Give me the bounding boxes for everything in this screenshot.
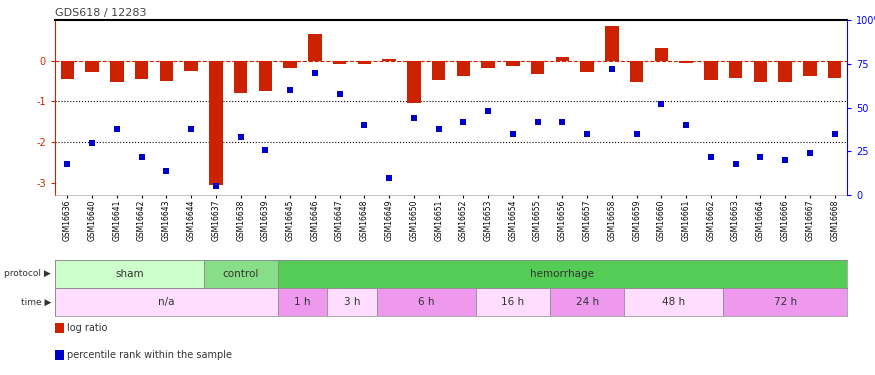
Point (630, 131, 644, 137)
Text: log ratio: log ratio (67, 323, 108, 333)
Text: n/a: n/a (158, 297, 175, 307)
Text: control: control (222, 269, 259, 279)
Bar (606, 26, 619, 61)
Point (110, 126, 124, 132)
Point (135, 153, 149, 159)
Bar (729, 61, 742, 78)
Bar (332, 61, 346, 64)
Bar (457, 61, 470, 76)
Text: time ▶: time ▶ (21, 297, 51, 306)
Bar (234, 61, 248, 93)
Point (530, 118, 544, 124)
Bar (377, 288, 476, 316)
Text: percentile rank within the sample: percentile rank within the sample (67, 350, 232, 360)
Bar (327, 288, 377, 316)
Bar (779, 61, 792, 82)
Bar (185, 61, 198, 71)
Bar (407, 61, 421, 104)
Point (159, 168, 173, 174)
Bar (753, 61, 767, 82)
Bar (358, 61, 371, 64)
Point (284, 87, 298, 93)
Bar (803, 61, 816, 76)
Bar (624, 288, 724, 316)
Bar (476, 288, 550, 316)
Point (704, 153, 717, 159)
Bar (704, 61, 717, 80)
Bar (284, 61, 297, 68)
Point (85, 140, 99, 146)
Bar (277, 288, 327, 316)
Bar (556, 57, 569, 61)
Bar (259, 61, 272, 91)
Bar (828, 61, 842, 78)
Point (753, 153, 767, 159)
Text: protocol ▶: protocol ▶ (4, 270, 51, 279)
Point (431, 126, 445, 132)
Bar (531, 61, 544, 74)
Bar (60, 61, 74, 79)
Point (308, 69, 322, 75)
Bar (630, 61, 643, 82)
Point (258, 147, 272, 153)
Point (828, 131, 842, 137)
Point (382, 174, 396, 180)
Point (679, 122, 693, 128)
Point (184, 126, 198, 132)
Bar (55, 260, 204, 288)
Point (729, 160, 743, 166)
Bar (86, 61, 99, 72)
Text: 48 h: 48 h (662, 297, 685, 307)
Bar (724, 288, 847, 316)
Bar (679, 61, 693, 63)
Text: 24 h: 24 h (576, 297, 598, 307)
Bar (506, 61, 520, 66)
Point (803, 150, 817, 156)
Point (654, 101, 668, 107)
Bar (159, 61, 173, 81)
Bar (654, 48, 668, 61)
Point (457, 118, 471, 124)
Bar (432, 61, 445, 80)
Point (209, 183, 223, 189)
Point (407, 115, 421, 121)
Point (778, 157, 792, 163)
Text: 72 h: 72 h (774, 297, 797, 307)
Point (60, 160, 74, 166)
Bar (481, 61, 495, 68)
Bar (580, 61, 594, 72)
Bar (382, 58, 396, 61)
Text: 3 h: 3 h (344, 297, 360, 307)
Text: 16 h: 16 h (501, 297, 524, 307)
Point (481, 108, 495, 114)
Point (357, 122, 371, 128)
Point (580, 131, 594, 137)
Bar (204, 260, 277, 288)
Text: GDS618 / 12283: GDS618 / 12283 (55, 8, 146, 18)
Bar (550, 288, 624, 316)
Point (506, 131, 520, 137)
Bar (135, 61, 149, 79)
Bar (110, 61, 123, 82)
Bar (308, 34, 322, 61)
Point (332, 90, 346, 96)
Text: 1 h: 1 h (294, 297, 311, 307)
Bar (209, 61, 222, 185)
Point (556, 118, 570, 124)
Point (605, 66, 619, 72)
Text: hemorrhage: hemorrhage (530, 269, 594, 279)
Point (234, 134, 248, 140)
Bar (55, 288, 277, 316)
Bar (277, 260, 847, 288)
Text: 6 h: 6 h (418, 297, 435, 307)
Text: sham: sham (115, 269, 144, 279)
